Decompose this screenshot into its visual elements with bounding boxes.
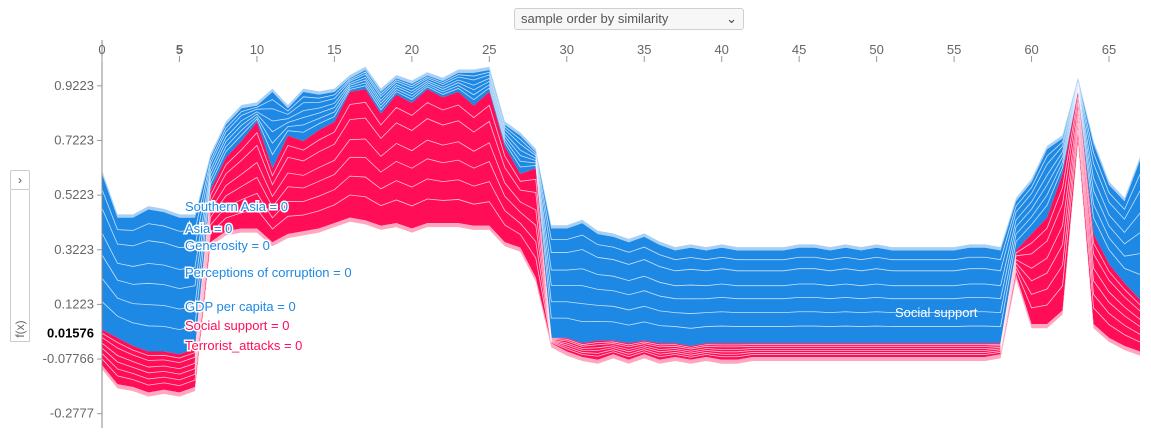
negative-feature-separator <box>101 73 1141 272</box>
y-tick-label: 0.3223 <box>54 242 94 257</box>
x-tick-label: 60 <box>1024 42 1038 57</box>
chevron-right-icon: › <box>18 173 22 187</box>
y-tick-label: -0.07766 <box>43 351 94 366</box>
feature-label: Social support <box>895 305 978 320</box>
negative-feature-separator <box>101 79 1141 300</box>
x-tick-label: 45 <box>792 42 806 57</box>
negative-contribution-area <box>102 70 1140 355</box>
feature-label: Asia = 0 <box>185 221 232 236</box>
positive-feature-separator <box>101 96 1141 359</box>
sample-order-value: sample order by similarity <box>521 11 669 26</box>
x-tick-label: 0 <box>98 42 105 57</box>
positive-feature-separator <box>101 109 1141 370</box>
yaxis-selector-panel[interactable] <box>10 190 30 342</box>
feature-label: Terrorist_attacks = 0 <box>185 338 302 353</box>
y-tick-label: 0.7223 <box>54 132 94 147</box>
feature-label: Perceptions of corruption = 0 <box>185 265 352 280</box>
x-tick-label: 10 <box>250 42 264 57</box>
negative-feature-separator <box>101 71 1141 261</box>
chevron-down-icon: ⌄ <box>726 11 737 26</box>
negative-feature-separator <box>101 82 1141 314</box>
positive-feature-separator <box>101 129 1141 387</box>
base-value-label: 0.01576 <box>47 326 94 341</box>
x-tick-label: 20 <box>405 42 419 57</box>
x-tick-label: 50 <box>869 42 883 57</box>
y-tick-label: 0.9223 <box>54 78 94 93</box>
positive-feature-separator <box>101 102 1141 364</box>
x-tick-label: 25 <box>482 42 496 57</box>
x-tick-label: 5 <box>176 42 183 57</box>
sample-order-select[interactable]: sample order by similarity ⌄ <box>514 8 744 30</box>
x-tick-label: 35 <box>637 42 651 57</box>
feature-label: Southern Asia = 0 <box>185 199 288 214</box>
x-tick-label: 55 <box>947 42 961 57</box>
feature-label: Generosity = 0 <box>185 238 270 253</box>
x-tick-label: 30 <box>560 42 574 57</box>
x-tick-label: 65 <box>1102 42 1116 57</box>
x-tick-label: 15 <box>327 42 341 57</box>
positive-contribution-area <box>102 89 1140 393</box>
negative-feature-separator <box>101 76 1141 287</box>
feature-label: Social support = 0 <box>185 318 289 333</box>
positive-feature-separator <box>101 122 1141 381</box>
y-tick-label: 0.1223 <box>54 296 94 311</box>
feature-label: GDP per capita = 0 <box>185 299 296 314</box>
y-tick-label: -0.2777 <box>50 406 94 421</box>
negative-feature-separator <box>101 85 1141 331</box>
yaxis-expand-toggle[interactable]: › <box>10 170 30 190</box>
x-tick-label: 40 <box>714 42 728 57</box>
y-tick-label: 0.5223 <box>54 187 94 202</box>
positive-feature-separator <box>101 116 1141 375</box>
